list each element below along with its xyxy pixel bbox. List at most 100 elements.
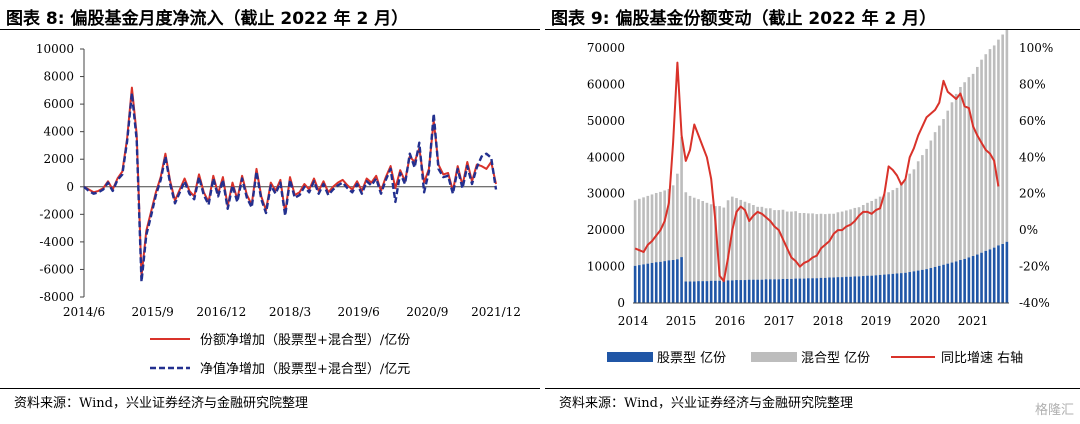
mixed-fund-bar: [654, 192, 658, 263]
mixed-fund-bar: [1001, 34, 1004, 244]
legend-label: 份额净增加（股票型+混合型）/亿份: [200, 333, 410, 348]
stock-fund-bar: [705, 281, 709, 303]
mixed-fund-bar: [916, 161, 920, 271]
mixed-fund-bar: [845, 210, 848, 277]
mixed-fund-bar: [646, 195, 650, 264]
legend-label: 同比增速 右轴: [941, 351, 1023, 366]
mixed-fund-bar: [692, 197, 696, 282]
stock-fund-bar: [878, 274, 882, 303]
stock-fund-bar: [967, 257, 971, 303]
legend-label: 混合型 亿份: [801, 351, 870, 366]
stock-fund-bar: [857, 276, 861, 303]
stock-fund-bar: [663, 261, 666, 303]
mixed-fund-bar: [798, 213, 802, 279]
stock-fund-bar: [764, 279, 768, 303]
mixed-fund-bar: [688, 195, 692, 282]
y-tick-label: -6000: [39, 262, 74, 276]
stock-fund-bar: [752, 279, 755, 303]
stock-fund-bar: [794, 278, 797, 303]
mixed-fund-bar: [929, 140, 933, 269]
mixed-fund-bar: [887, 192, 890, 275]
y-left-tick-label: 60000: [587, 77, 625, 91]
x-tick-label: 2014/6: [63, 305, 105, 319]
x-tick-label: 2015: [666, 314, 697, 328]
y-tick-label: 8000: [43, 70, 74, 84]
stock-fund-bar: [773, 279, 776, 303]
mixed-fund-bar: [866, 202, 869, 276]
mixed-fund-bar: [976, 66, 979, 255]
x-tick-label: 2019/6: [338, 305, 380, 319]
stock-fund-bar: [836, 277, 840, 303]
mixed-fund-bar: [819, 213, 823, 278]
stock-fund-bar: [874, 275, 878, 303]
monthly-flow-line-chart: -8000 -6000 -4000 -2000 0 2000 4000 6000 8000 100…: [36, 42, 521, 377]
stock-fund-bar: [916, 270, 920, 303]
mixed-fund-bar: [785, 211, 789, 279]
mixed-fund-bar: [705, 202, 709, 282]
stock-fund-bar: [942, 264, 945, 303]
stock-fund-bar: [950, 262, 954, 303]
stock-fund-bar: [680, 257, 683, 303]
y-tick-label: 4000: [43, 125, 74, 139]
mixed-fund-bar: [997, 39, 1000, 246]
stock-fund-bar: [904, 272, 907, 303]
stock-fund-bar: [638, 265, 641, 303]
stock-fund-bar: [692, 281, 696, 303]
stock-fund-bar: [997, 245, 1000, 303]
mixed-fund-bar: [760, 206, 764, 280]
stock-fund-bar: [819, 277, 823, 303]
mixed-fund-bar: [701, 201, 705, 282]
stock-fund-bar: [798, 278, 802, 303]
mixed-fund-bar: [680, 136, 683, 258]
chart-panel-fund-flows: 图表 8: 偏股基金月度净流入（截止 2022 年 2 月） -8000 -600…: [0, 9, 540, 411]
y-left-tick-label: 30000: [587, 187, 625, 201]
mixed-fund-bar: [709, 204, 713, 281]
mixed-fund-bar: [874, 198, 878, 276]
y-right-tick-label: 40%: [1019, 150, 1046, 164]
mixed-fund-bar: [959, 86, 962, 261]
stock-fund-bar: [933, 266, 937, 303]
stock-fund-bar: [730, 280, 734, 303]
stock-fund-bar: [646, 263, 650, 303]
stock-fund-bar: [697, 281, 700, 303]
legend-label: 股票型 亿份: [657, 351, 726, 366]
stock-fund-bar: [671, 260, 675, 303]
legend-label: 净值净增加（股票型+混合型）/亿元: [200, 361, 410, 377]
stock-fund-bar: [959, 260, 962, 303]
mixed-fund-bar: [726, 200, 730, 281]
stock-fund-bar: [747, 279, 751, 303]
stock-fund-bar: [988, 249, 992, 303]
x-tick-label: 2021: [958, 314, 989, 328]
y-left-tick-label: 40000: [587, 150, 625, 164]
y-tick-label: -8000: [39, 290, 74, 304]
nav-increase-line: [83, 91, 498, 284]
stock-fund-bar: [709, 280, 713, 303]
title-rule: [545, 29, 1080, 30]
chart-title: 图表 8: 偏股基金月度净流入（截止 2022 年 2 月）: [6, 9, 409, 29]
mixed-fund-bar: [684, 192, 688, 282]
mixed-fund-bar: [667, 188, 671, 261]
mixed-fund-bar: [815, 214, 819, 279]
y-tick-label: 0: [66, 180, 74, 194]
mixed-fund-bar: [904, 179, 907, 273]
mixed-fund-bar: [743, 201, 747, 281]
stock-fund-bar: [870, 275, 874, 303]
mixed-fund-bar: [807, 213, 810, 279]
mixed-fund-bar: [895, 187, 899, 274]
stock-fund-bar: [883, 274, 886, 303]
stock-fund-bar: [785, 278, 789, 303]
y-left-tick-label: 50000: [587, 114, 625, 128]
stock-fund-bar: [633, 265, 637, 303]
mixed-fund-bar: [950, 102, 954, 263]
mixed-fund-bar: [925, 148, 928, 270]
x-tick-label: 2018/3: [269, 305, 311, 319]
mixed-fund-bar: [836, 212, 840, 278]
stock-fund-bar: [676, 259, 679, 303]
mixed-fund-bar: [870, 201, 874, 276]
stock-fund-bar: [921, 269, 924, 303]
stock-fund-bar: [1001, 243, 1004, 303]
mixed-fund-bar: [663, 190, 666, 262]
mixed-fund-bar: [840, 211, 844, 278]
mixed-fund-bar: [633, 200, 637, 266]
x-tick-label: 2019: [861, 314, 892, 328]
